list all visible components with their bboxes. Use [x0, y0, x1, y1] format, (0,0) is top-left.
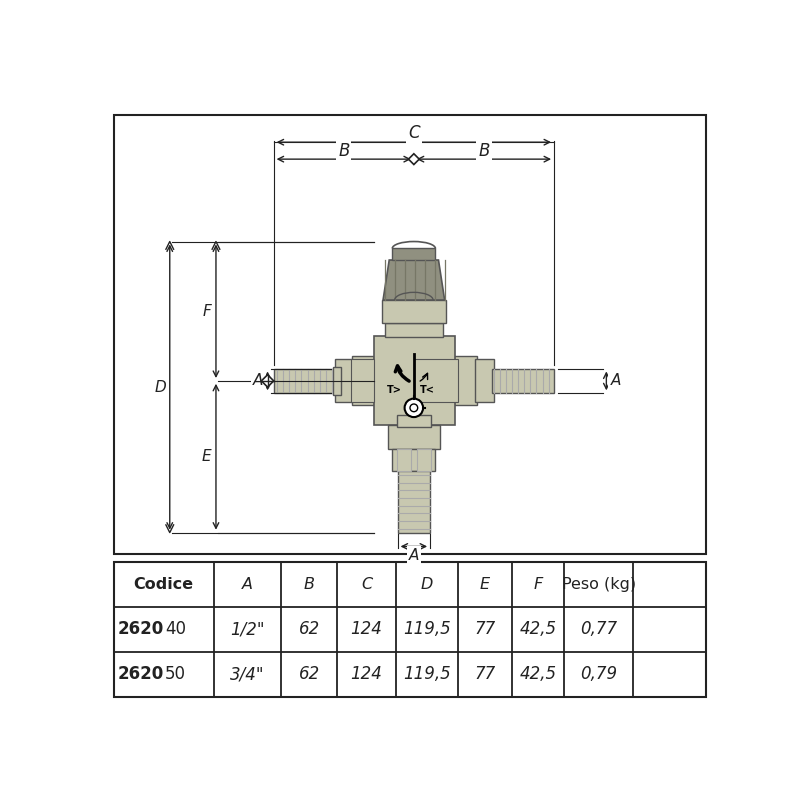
- Text: F: F: [202, 304, 211, 318]
- Text: 62: 62: [298, 620, 320, 638]
- Bar: [417, 450, 430, 471]
- Text: E: E: [202, 450, 211, 464]
- Bar: [114, 115, 706, 554]
- Text: 0,79: 0,79: [580, 666, 618, 683]
- Text: Codice: Codice: [134, 577, 194, 592]
- Bar: [388, 425, 440, 450]
- Bar: [454, 356, 477, 405]
- Bar: [350, 359, 374, 402]
- Circle shape: [405, 398, 423, 417]
- Text: 124: 124: [350, 666, 382, 683]
- Text: 124: 124: [350, 620, 382, 638]
- Text: C: C: [408, 124, 420, 142]
- Text: B: B: [304, 577, 314, 592]
- Polygon shape: [262, 374, 274, 387]
- Circle shape: [410, 404, 418, 412]
- Text: 119,5: 119,5: [403, 620, 451, 638]
- Text: 42,5: 42,5: [519, 666, 556, 683]
- Polygon shape: [383, 260, 445, 300]
- Text: A: A: [253, 374, 263, 388]
- Bar: [397, 414, 430, 427]
- Text: B: B: [338, 142, 350, 160]
- Bar: [274, 369, 335, 394]
- Text: F: F: [533, 577, 542, 592]
- Bar: [352, 356, 374, 405]
- Bar: [335, 359, 354, 402]
- Bar: [492, 369, 554, 394]
- Text: D: D: [421, 577, 433, 592]
- Text: 119,5: 119,5: [403, 666, 451, 683]
- Text: A: A: [610, 374, 621, 388]
- Bar: [398, 471, 430, 533]
- Text: 1/2": 1/2": [230, 620, 265, 638]
- Text: C: C: [361, 577, 372, 592]
- Text: A: A: [242, 577, 253, 592]
- Bar: [474, 359, 494, 402]
- Text: 42,5: 42,5: [519, 620, 556, 638]
- Text: 2620: 2620: [118, 620, 163, 638]
- Bar: [114, 562, 706, 697]
- Text: A: A: [409, 548, 419, 563]
- Bar: [385, 323, 443, 337]
- Text: 0,77: 0,77: [580, 620, 618, 638]
- Text: T<: T<: [420, 385, 435, 395]
- Polygon shape: [409, 154, 419, 165]
- Bar: [392, 450, 435, 471]
- Text: 40: 40: [165, 620, 186, 638]
- Text: 2620: 2620: [118, 666, 163, 683]
- Text: 77: 77: [474, 666, 495, 683]
- Text: E: E: [480, 577, 490, 592]
- Text: Peso (kg): Peso (kg): [562, 577, 636, 592]
- Text: B: B: [478, 142, 490, 160]
- Bar: [392, 249, 435, 260]
- Text: 3/4": 3/4": [230, 666, 265, 683]
- Text: 77: 77: [474, 620, 495, 638]
- Text: 62: 62: [298, 666, 320, 683]
- Bar: [382, 300, 446, 323]
- Bar: [333, 367, 341, 394]
- Text: 50: 50: [165, 666, 186, 683]
- Bar: [397, 450, 410, 471]
- Bar: [374, 336, 454, 425]
- Text: T>: T>: [387, 385, 402, 395]
- Text: D: D: [154, 379, 166, 394]
- Bar: [414, 359, 458, 402]
